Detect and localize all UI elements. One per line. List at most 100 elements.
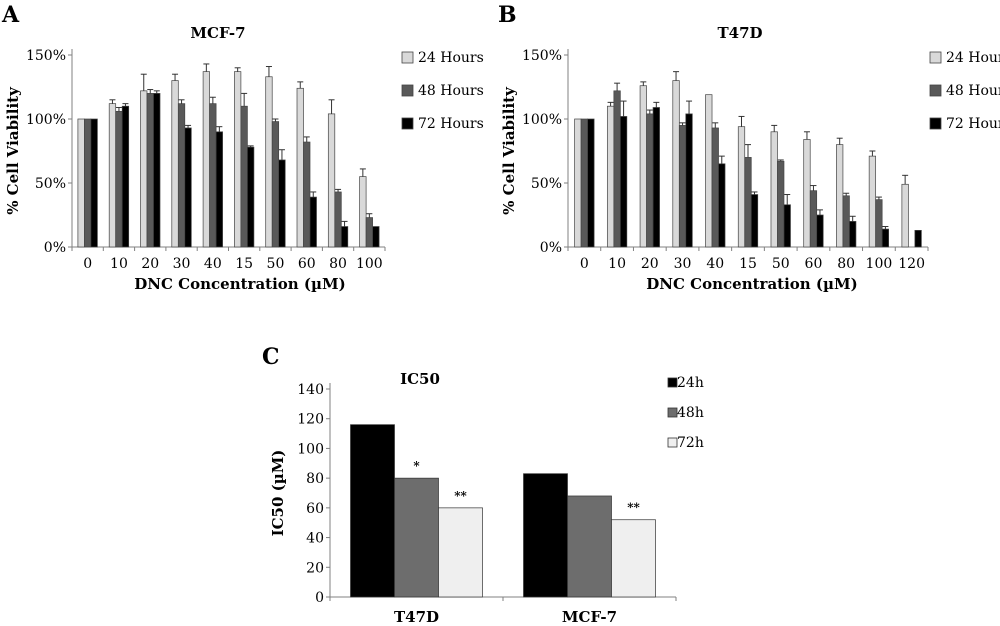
bar-24-hours — [737, 126, 746, 248]
bar-72-hours — [247, 146, 255, 248]
x-tick-label: 10 — [608, 256, 626, 272]
legend-label: 48 Hours — [946, 83, 1000, 99]
legend-swatch — [401, 117, 414, 130]
x-tick-label: 50 — [267, 256, 285, 272]
bar-48-hours — [842, 195, 850, 248]
bar-24-hours — [359, 176, 367, 248]
x-tick-label: MCF-7 — [562, 608, 617, 626]
bar-72-hours — [121, 105, 130, 248]
panel-b-letter: B — [498, 2, 517, 28]
bar-48-hours — [177, 103, 186, 248]
bar-72-hours — [914, 230, 922, 248]
x-tick-label: 40 — [706, 256, 724, 272]
x-axis-title: DNC Concentration (µM) — [134, 275, 345, 293]
bar-48h — [394, 477, 439, 598]
bar-72h — [611, 519, 656, 598]
x-tick-label: 80 — [837, 256, 855, 272]
bar-72-hours — [652, 107, 660, 248]
y-tick-label: 100% — [26, 112, 66, 128]
y-tick-label: 0% — [540, 240, 562, 256]
panel-c-letter: C — [262, 344, 280, 370]
legend-swatch — [929, 84, 942, 97]
bar-48-hours — [678, 125, 687, 248]
legend-swatch — [667, 377, 678, 388]
bar-24-hours — [836, 144, 844, 248]
y-tick-label: 80 — [306, 471, 324, 487]
x-tick-label: 100 — [866, 256, 893, 272]
bar-24-hours — [868, 155, 877, 248]
bar-48-hours — [84, 118, 92, 248]
legend-label: 48 Hours — [418, 83, 484, 99]
x-tick-label: 20 — [641, 256, 659, 272]
bar-72-hours — [340, 226, 349, 248]
bar-24-hours — [265, 76, 273, 248]
bar-48-hours — [809, 190, 818, 248]
significance-mark: ** — [454, 489, 467, 503]
bar-24-hours — [202, 71, 210, 248]
chart-t47d: T47D % Cell Viability DNC Concentration (µ… — [500, 24, 1000, 293]
bar-48-hours — [711, 127, 719, 248]
x-tick-label: T47D — [394, 608, 439, 626]
bar-72h — [438, 507, 483, 598]
bar-72-hours — [783, 204, 791, 248]
bar-72-hours — [215, 131, 223, 248]
bar-48-hours — [580, 118, 588, 248]
x-tick-label: 30 — [173, 256, 191, 272]
bar-24-hours — [901, 183, 909, 248]
legend-swatch — [667, 407, 678, 418]
y-tick-label: 100% — [522, 112, 562, 128]
bar-24-hours — [672, 80, 680, 248]
bar-72-hours — [309, 196, 317, 248]
x-tick-label: 40 — [204, 256, 222, 272]
bar-72-hours — [372, 226, 380, 248]
chart-title: T47D — [717, 24, 762, 42]
x-tick-label: 10 — [110, 256, 128, 272]
y-tick-label: 0 — [315, 590, 324, 606]
legend-swatch — [929, 51, 942, 64]
bar-48-hours — [271, 121, 280, 248]
bar-48-hours — [334, 191, 342, 248]
legend-swatch — [667, 437, 678, 448]
bar-72-hours — [587, 118, 595, 248]
chart-title: MCF-7 — [190, 24, 245, 42]
x-tick-label: 120 — [898, 256, 925, 272]
x-tick-label: 15 — [739, 256, 757, 272]
bar-72-hours — [153, 93, 161, 248]
bar-24-hours — [234, 71, 242, 248]
bar-72-hours — [750, 194, 759, 248]
bar-48-hours — [146, 93, 154, 248]
x-tick-label: 0 — [83, 256, 92, 272]
bar-72-hours — [90, 118, 98, 248]
bar-24h — [523, 473, 568, 598]
bar-24-hours — [108, 103, 117, 248]
y-tick-label: 150% — [26, 48, 66, 64]
y-tick-label: 20 — [306, 560, 324, 576]
bar-72-hours — [685, 113, 693, 248]
bar-24-hours — [296, 87, 304, 248]
chart-mcf7: MCF-7 % Cell Viability DNC Concentration (… — [4, 24, 484, 293]
x-tick-label: 80 — [329, 256, 347, 272]
bar-24-hours — [77, 118, 85, 248]
y-tick-label: 60 — [306, 501, 324, 517]
bar-24-hours — [140, 90, 148, 248]
bar-72-hours — [816, 214, 824, 248]
y-tick-label: 0% — [44, 240, 66, 256]
bar-72-hours — [278, 159, 286, 248]
bar-24h — [350, 424, 395, 598]
bar-48-hours — [303, 141, 311, 248]
bar-72-hours — [619, 116, 628, 248]
bar-24-hours — [639, 85, 647, 248]
x-tick-label: 20 — [141, 256, 159, 272]
legend-label: 24 Hours — [418, 50, 484, 66]
legend-swatch — [929, 117, 942, 130]
legend-label: 48h — [677, 405, 704, 421]
y-axis-title: % Cell Viability — [500, 86, 518, 215]
x-tick-label: 30 — [674, 256, 692, 272]
bar-48-hours — [744, 157, 752, 248]
legend-label: 72 Hours — [418, 116, 484, 132]
legend-label: 24 Hours — [946, 50, 1000, 66]
significance-mark: * — [413, 459, 420, 473]
